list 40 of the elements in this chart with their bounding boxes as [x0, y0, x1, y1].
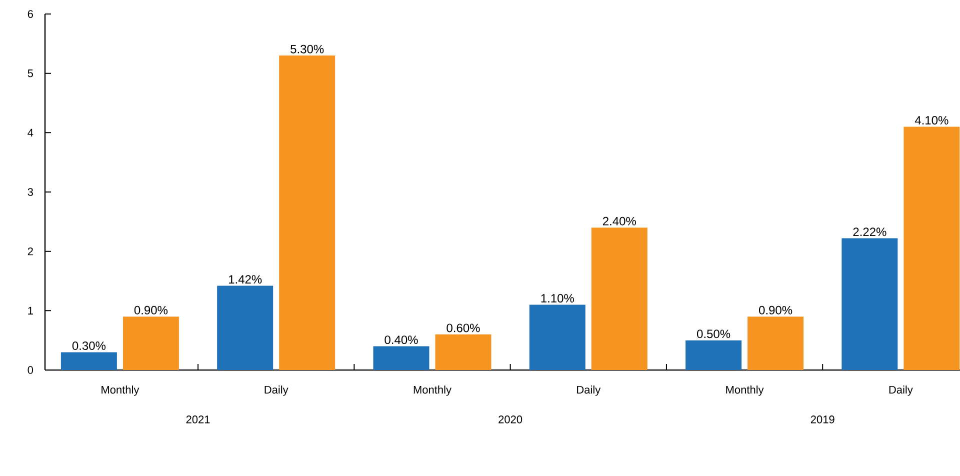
data-label: 4.10% — [914, 116, 948, 125]
bar — [904, 126, 960, 370]
data-label: 0.90% — [134, 306, 168, 314]
y-tick-label: 2 — [28, 248, 33, 256]
y-tick-label: 6 — [28, 10, 33, 18]
bar — [748, 316, 804, 370]
y-tick-label: 0 — [28, 366, 34, 374]
y-tick-label: 3 — [28, 188, 33, 196]
x-tick-label: Monthly — [102, 386, 140, 396]
bar — [842, 238, 898, 370]
bar — [60, 352, 117, 370]
bar — [122, 316, 179, 370]
bar — [279, 56, 336, 370]
data-label: 0.40% — [384, 336, 418, 344]
data-label: 0.90% — [758, 306, 792, 314]
x-tick-label: Daily — [264, 386, 288, 396]
y-tick-label: 5 — [28, 70, 33, 78]
data-label: 0.50% — [696, 330, 730, 338]
data-label: 0.60% — [446, 324, 480, 332]
data-label: 2.40% — [602, 216, 636, 226]
data-label: 0.30% — [72, 342, 106, 350]
x-tick-label: Daily — [577, 386, 601, 396]
text: 2019 — [810, 416, 834, 424]
y-tick-label: 4 — [28, 128, 34, 136]
x-tick-label: Monthly — [414, 386, 452, 396]
x-tick-label: Daily — [889, 386, 913, 396]
bar — [435, 334, 492, 370]
text: 2021 — [186, 416, 210, 424]
bar — [529, 304, 586, 370]
bar — [373, 346, 430, 370]
bar — [686, 340, 742, 370]
data-label: 1.42% — [228, 275, 262, 284]
data-label: 2.22% — [853, 228, 886, 236]
x-tick-label: Monthly — [726, 386, 764, 396]
data-label: 1.10% — [541, 294, 574, 303]
y-tick-label: 1 — [28, 306, 33, 314]
data-label: 5.30% — [290, 44, 324, 54]
bar — [591, 228, 648, 370]
bar — [217, 286, 274, 370]
text: 2020 — [498, 416, 522, 424]
